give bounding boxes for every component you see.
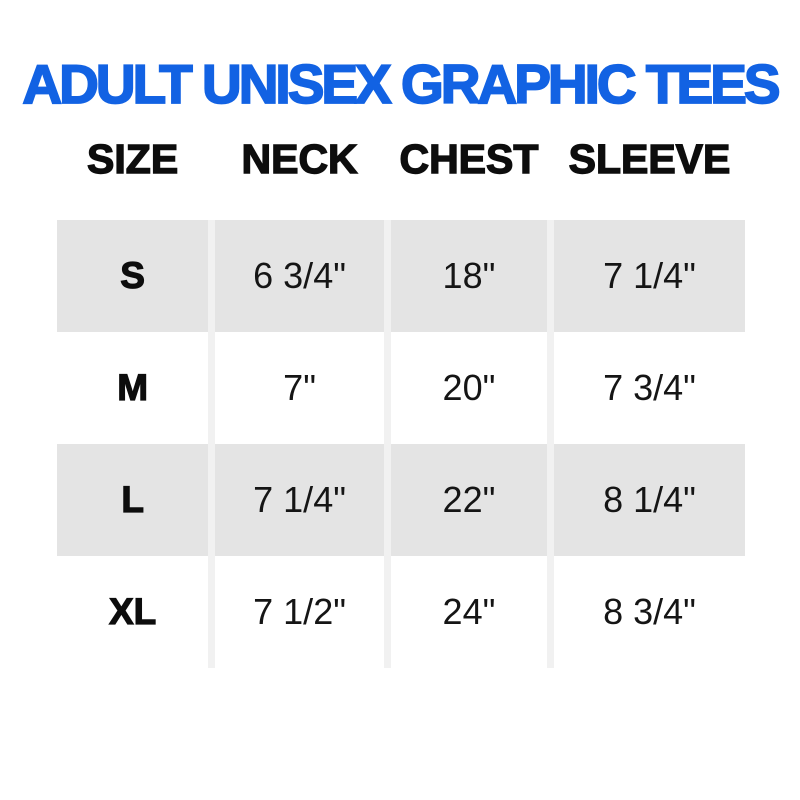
cell-m-chest: 20" <box>390 332 547 444</box>
cell-xl-sleeve: 8 3/4" <box>554 556 745 668</box>
table-row-l: L 7 1/4" 22" 8 1/4" <box>57 444 745 556</box>
cell-l-size: L <box>57 444 209 556</box>
cell-xl-neck: 7 1/2" <box>215 556 384 668</box>
table-row-xl: XL 7 1/2" 24" 8 3/4" <box>57 556 745 668</box>
cell-m-size: M <box>57 332 209 444</box>
cell-s-sleeve: 7 1/4" <box>554 220 745 332</box>
size-chart-table: S 6 3/4" 18" 7 1/4" M 7" 20" 7 3/4" L 7 … <box>57 220 745 668</box>
table-row-m: M 7" 20" 7 3/4" <box>57 332 745 444</box>
column-header-chest: CHEST <box>399 135 539 182</box>
cell-m-sleeve: 7 3/4" <box>554 332 745 444</box>
cell-m-neck: 7" <box>215 332 384 444</box>
cell-xl-chest: 24" <box>390 556 547 668</box>
table-row-s: S 6 3/4" 18" 7 1/4" <box>57 220 745 332</box>
cell-s-chest: 18" <box>390 220 547 332</box>
cell-s-size: S <box>57 220 209 332</box>
cell-l-sleeve: 8 1/4" <box>554 444 745 556</box>
column-header-sleeve: SLEEVE <box>568 135 731 182</box>
page-title: ADULT UNISEX GRAPHIC TEES <box>22 52 782 116</box>
table-header-row: SIZE NECK CHEST SLEEVE <box>57 131 745 187</box>
cell-l-chest: 22" <box>390 444 547 556</box>
column-header-size: SIZE <box>86 135 179 182</box>
column-header-neck: NECK <box>241 135 359 182</box>
cell-l-neck: 7 1/4" <box>215 444 384 556</box>
cell-xl-size: XL <box>57 556 209 668</box>
cell-s-neck: 6 3/4" <box>215 220 384 332</box>
